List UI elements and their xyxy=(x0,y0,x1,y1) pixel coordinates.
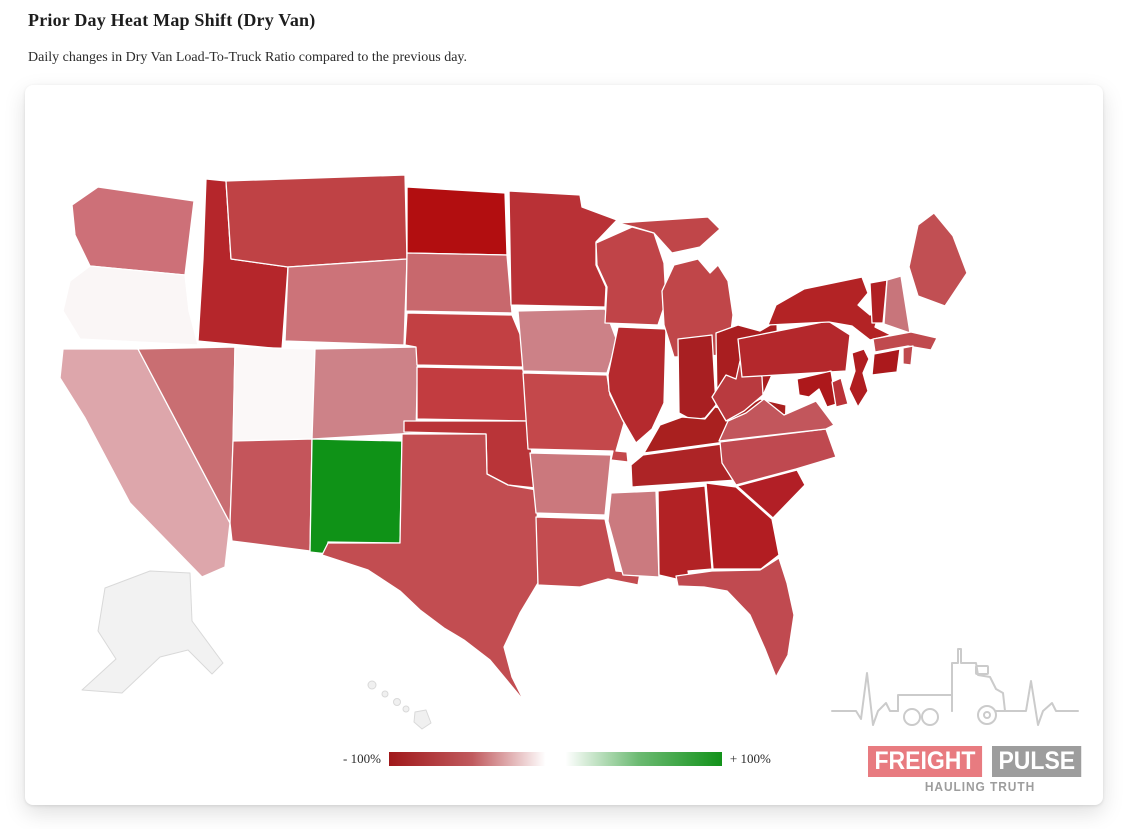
state-north-dakota[interactable] xyxy=(406,186,508,256)
cab-window xyxy=(975,665,989,675)
state-wyoming[interactable] xyxy=(284,258,408,346)
state-massachusetts[interactable] xyxy=(872,331,938,353)
us-map-svg xyxy=(59,174,968,730)
state-florida[interactable] xyxy=(675,557,795,678)
state-indiana[interactable] xyxy=(677,334,717,421)
cab-wheel xyxy=(977,705,997,725)
trailer-wheel-2 xyxy=(921,708,939,726)
state-delaware[interactable] xyxy=(831,377,849,408)
state-montana[interactable] xyxy=(225,174,408,268)
state-new-mexico[interactable] xyxy=(309,438,403,555)
state-hawaii[interactable] xyxy=(367,680,432,730)
state-maine[interactable] xyxy=(908,212,968,307)
state-connecticut[interactable] xyxy=(871,348,901,376)
page-title: Prior Day Heat Map Shift (Dry Van) xyxy=(28,10,316,30)
state-louisiana[interactable] xyxy=(535,516,641,588)
ekg-line-right xyxy=(1004,680,1079,726)
state-nebraska[interactable] xyxy=(404,312,524,368)
state-oregon[interactable] xyxy=(62,265,199,346)
logo-tagline: HAULING TRUTH xyxy=(924,779,1036,794)
ekg-line-left xyxy=(831,672,899,726)
logo-word-freight: FREIGHT xyxy=(868,746,982,777)
cab-wheel-hub xyxy=(983,711,991,719)
state-new-jersey[interactable] xyxy=(848,348,870,408)
freight-pulse-logo: FREIGHT PULSE HAULING TRUTH xyxy=(830,633,1082,794)
state-virginia[interactable] xyxy=(718,398,835,442)
truck-pulse-graphic xyxy=(831,648,1079,726)
state-mississippi[interactable] xyxy=(607,490,660,578)
state-maryland[interactable] xyxy=(796,370,841,408)
logo-word-pulse: PULSE xyxy=(991,746,1082,777)
state-alabama[interactable] xyxy=(657,485,713,582)
truck-trailer-outline xyxy=(897,694,953,712)
state-rhode-island[interactable] xyxy=(902,345,914,366)
state-utah[interactable] xyxy=(232,346,316,442)
page-header: Prior Day Heat Map Shift (Dry Van) xyxy=(28,10,315,31)
state-arizona[interactable] xyxy=(229,438,313,552)
state-wisconsin[interactable] xyxy=(595,226,667,326)
state-texas[interactable] xyxy=(321,433,539,702)
state-kansas[interactable] xyxy=(416,366,529,422)
state-iowa[interactable] xyxy=(517,308,618,374)
states-group xyxy=(59,174,968,730)
legend-gradient-bar xyxy=(388,752,722,766)
state-michigan[interactable] xyxy=(661,258,734,358)
state-georgia[interactable] xyxy=(705,482,780,570)
legend-max-label: + 100% xyxy=(729,751,771,766)
state-alaska[interactable] xyxy=(81,570,224,694)
truck-cab-outline xyxy=(951,648,1006,712)
state-arkansas[interactable] xyxy=(529,452,612,516)
state-colorado[interactable] xyxy=(311,346,419,440)
us-choropleth-map xyxy=(59,163,995,741)
state-south-dakota[interactable] xyxy=(405,252,513,314)
state-illinois[interactable] xyxy=(607,326,667,444)
state-new-hampshire[interactable] xyxy=(883,275,911,334)
state-vermont[interactable] xyxy=(869,279,888,324)
state-south-carolina[interactable] xyxy=(736,469,806,519)
state-michigan-up[interactable] xyxy=(617,216,721,254)
heatmap-panel: - 100% + 100% FREIGHT PULSE HAULING TRUT… xyxy=(25,85,1103,805)
color-legend: - 100% + 100% xyxy=(343,751,771,767)
state-pennsylvania[interactable] xyxy=(737,320,851,378)
legend-min-label: - 100% xyxy=(343,751,381,766)
logo-wordmark: FREIGHT PULSE xyxy=(868,746,1089,777)
state-washington[interactable] xyxy=(71,186,195,276)
page-subtitle: Daily changes in Dry Van Load-To-Truck R… xyxy=(28,50,468,65)
trailer-wheel-1 xyxy=(903,708,921,726)
